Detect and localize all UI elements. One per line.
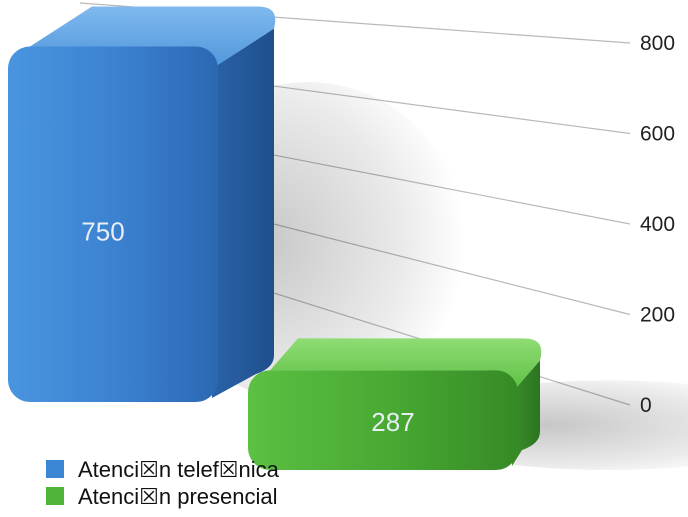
y-tick-label: 600 bbox=[640, 123, 675, 146]
bars bbox=[8, 6, 542, 470]
bar-side-face bbox=[512, 360, 540, 466]
y-axis-ticks: 0 200 400 600 800 bbox=[640, 32, 675, 417]
legend-label: Atenci☒n telef☒nica bbox=[78, 457, 280, 482]
bar-front-face bbox=[248, 370, 518, 470]
bar-top-face bbox=[270, 338, 542, 393]
y-tick-label: 0 bbox=[640, 394, 652, 417]
y-tick-label: 800 bbox=[640, 32, 675, 55]
y-tick-label: 400 bbox=[640, 213, 675, 236]
bar-top-face bbox=[30, 6, 276, 69]
legend-swatch bbox=[46, 460, 64, 478]
data-labels: 750 287 bbox=[81, 216, 414, 437]
bar bbox=[8, 6, 276, 403]
bar-side-face bbox=[212, 28, 274, 399]
legend-swatch bbox=[46, 487, 64, 505]
bar bbox=[248, 338, 542, 470]
bar-front-face bbox=[8, 46, 218, 403]
y-tick-label: 200 bbox=[640, 304, 675, 327]
data-label: 750 bbox=[81, 216, 124, 246]
data-label: 287 bbox=[371, 407, 414, 437]
legend-label: Atenci☒n presencial bbox=[78, 484, 278, 509]
